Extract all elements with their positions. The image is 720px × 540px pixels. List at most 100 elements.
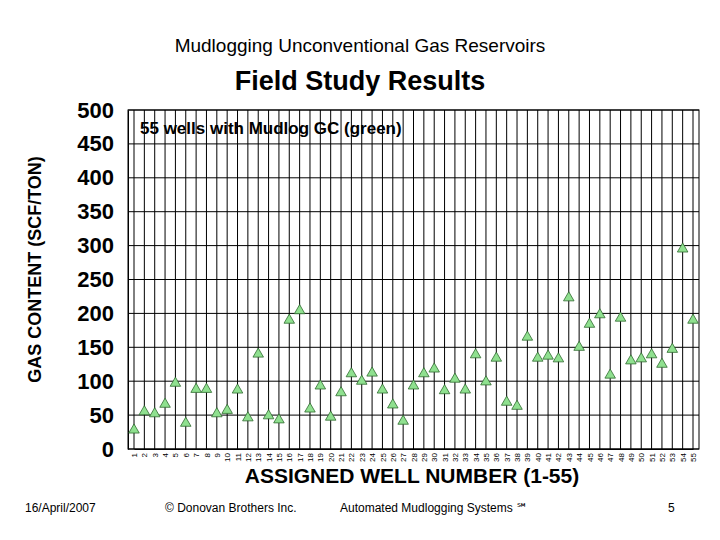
- x-tick: 18: [306, 449, 315, 462]
- point: [367, 367, 378, 376]
- point: [419, 368, 430, 377]
- grid-line-x: [527, 110, 528, 449]
- x-tick-label: 39: [523, 452, 532, 461]
- x-tick: 11: [234, 449, 243, 461]
- x-tick: 20: [327, 449, 336, 462]
- grid-line-x: [361, 110, 362, 449]
- point: [180, 417, 191, 426]
- x-tick-label: 19: [316, 452, 325, 461]
- y-tick: 50: [90, 403, 128, 428]
- x-tick-label: 48: [617, 452, 626, 461]
- point: [191, 383, 202, 392]
- y-tick: 100: [77, 369, 128, 394]
- grid-line-x: [579, 110, 580, 449]
- point: [460, 384, 471, 393]
- x-tick-label: 6: [182, 452, 191, 457]
- grid-line-x: [496, 110, 497, 449]
- grid-line-x: [154, 110, 155, 449]
- x-tick: 34: [472, 449, 481, 462]
- y-tick: 500: [77, 98, 128, 123]
- y-tick-label: 50: [90, 403, 114, 428]
- x-tick-label: 43: [565, 452, 574, 461]
- x-tick: 39: [523, 449, 532, 462]
- grid-line-x: [661, 110, 662, 449]
- x-tick-label: 5: [171, 452, 180, 457]
- y-tick-label: 500: [77, 98, 114, 123]
- x-tick-label: 55: [689, 452, 698, 461]
- x-tick: 48: [617, 449, 626, 462]
- grid-line-x: [216, 110, 217, 449]
- x-tick: 42: [554, 449, 563, 462]
- grid-line-x: [465, 110, 466, 449]
- y-tick: 300: [77, 233, 128, 258]
- x-tick-label: 37: [503, 452, 512, 461]
- y-tick: 350: [77, 199, 128, 224]
- point: [532, 352, 543, 361]
- point: [626, 355, 637, 364]
- x-tick-label: 44: [575, 452, 584, 461]
- point: [129, 424, 140, 433]
- grid-line-x: [403, 110, 404, 449]
- y-axis: 050100150200250300350400450500: [77, 98, 128, 462]
- y-tick-label: 0: [102, 437, 114, 462]
- x-tick: 4: [161, 449, 170, 457]
- x-tick: 1: [130, 449, 139, 457]
- footer-text: Automated Mudlogging Systems ℠: [340, 501, 528, 515]
- footer-text: 16/April/2007: [25, 501, 96, 515]
- x-tick-label: 54: [679, 452, 688, 461]
- point: [543, 350, 554, 359]
- x-tick: 46: [596, 449, 605, 462]
- x-tick-label: 33: [461, 452, 470, 461]
- grid-line-x: [309, 110, 310, 449]
- x-tick-label: 22: [347, 452, 356, 461]
- y-tick-label: 100: [77, 369, 114, 394]
- x-tick: 26: [389, 449, 398, 462]
- point: [212, 408, 223, 417]
- x-tick: 53: [668, 449, 677, 462]
- grid-line-x: [268, 110, 269, 449]
- x-tick: 37: [503, 449, 512, 462]
- x-tick: 12: [244, 449, 253, 462]
- grid-line-x: [682, 110, 683, 449]
- point: [356, 375, 367, 384]
- point: [470, 349, 481, 358]
- x-tick: 33: [461, 449, 470, 462]
- grid-line-x: [289, 110, 290, 449]
- point: [222, 404, 233, 413]
- x-tick: 47: [606, 449, 615, 462]
- grid-line-x: [185, 110, 186, 449]
- point: [139, 406, 150, 415]
- point: [491, 352, 502, 361]
- point: [305, 403, 316, 412]
- plot-frame: [128, 110, 699, 449]
- grid: [128, 110, 699, 449]
- point: [512, 400, 523, 409]
- point: [284, 314, 295, 323]
- x-tick: 28: [410, 449, 419, 462]
- x-tick-label: 31: [441, 452, 450, 461]
- y-tick-label: 250: [77, 267, 114, 292]
- x-tick-label: 15: [275, 452, 284, 461]
- grid-line-x: [568, 110, 569, 449]
- point: [615, 312, 626, 321]
- x-tick: 44: [575, 449, 584, 462]
- point: [636, 353, 647, 362]
- footer-text: 5: [668, 501, 675, 515]
- x-tick: 32: [451, 449, 460, 462]
- grid-line-x: [434, 110, 435, 449]
- point: [429, 363, 440, 372]
- x-tick: 13: [254, 449, 263, 462]
- x-tick: 45: [586, 449, 595, 462]
- point: [325, 411, 336, 420]
- x-tick: 27: [399, 449, 408, 462]
- x-tick: 43: [565, 449, 574, 462]
- x-tick-label: 45: [586, 452, 595, 461]
- points: [129, 243, 699, 433]
- grid-line-x: [651, 110, 652, 449]
- x-tick: 25: [379, 449, 388, 462]
- grid-line-x: [537, 110, 538, 449]
- y-axis-line: [128, 111, 129, 450]
- x-tick-label: 11: [234, 452, 243, 461]
- point: [501, 396, 512, 405]
- point: [232, 384, 243, 393]
